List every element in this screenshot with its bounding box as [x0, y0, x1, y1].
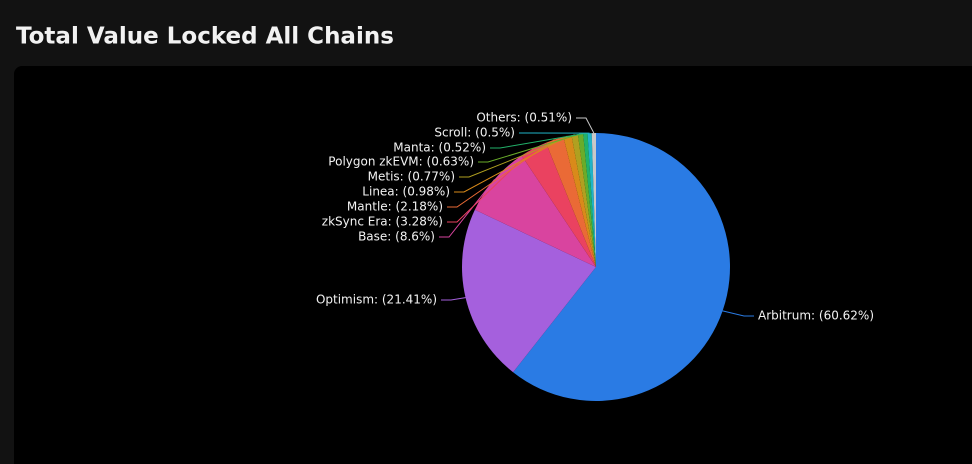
- slice-label: Metis: (0.77%): [368, 170, 455, 184]
- leader-line: [454, 135, 568, 193]
- leader-line: [722, 310, 754, 317]
- slice-label: Linea: (0.98%): [362, 185, 450, 199]
- leader-line: [490, 132, 586, 149]
- pie-slice: [521, 142, 596, 267]
- pie-slice: [474, 155, 596, 267]
- slice-label: Others: (0.51%): [476, 111, 572, 125]
- pie-slice: [583, 133, 596, 267]
- leader-line: [447, 148, 534, 223]
- pie-slice: [545, 137, 596, 267]
- pie-slice: [513, 133, 731, 402]
- slice-label: Mantle: (2.18%): [347, 200, 443, 214]
- slice-label: Scroll: (0.5%): [434, 126, 515, 140]
- leader-line: [447, 139, 555, 208]
- leader-line: [459, 134, 575, 178]
- slice-label: Manta: (0.52%): [393, 141, 486, 155]
- slice-label: Optimism: (21.41%): [316, 293, 437, 307]
- slice-label: Base: (8.6%): [358, 230, 435, 244]
- slice-label: Arbitrum: (60.62%): [758, 309, 874, 323]
- pie-slice: [577, 133, 596, 267]
- leader-line: [441, 297, 466, 301]
- leader-line: [576, 117, 595, 134]
- pie-slice: [461, 209, 596, 373]
- slice-label: Polygon zkEVM: (0.63%): [328, 155, 474, 169]
- pie-slice: [591, 133, 596, 267]
- pie-slice: [587, 133, 596, 267]
- leader-line: [478, 133, 581, 163]
- leader-line: [439, 179, 495, 238]
- pie-slice: [571, 134, 596, 267]
- slice-label: zkSync Era: (3.28%): [322, 215, 443, 229]
- chart-title: Total Value Locked All Chains: [16, 24, 394, 50]
- pie-slice: [563, 135, 596, 267]
